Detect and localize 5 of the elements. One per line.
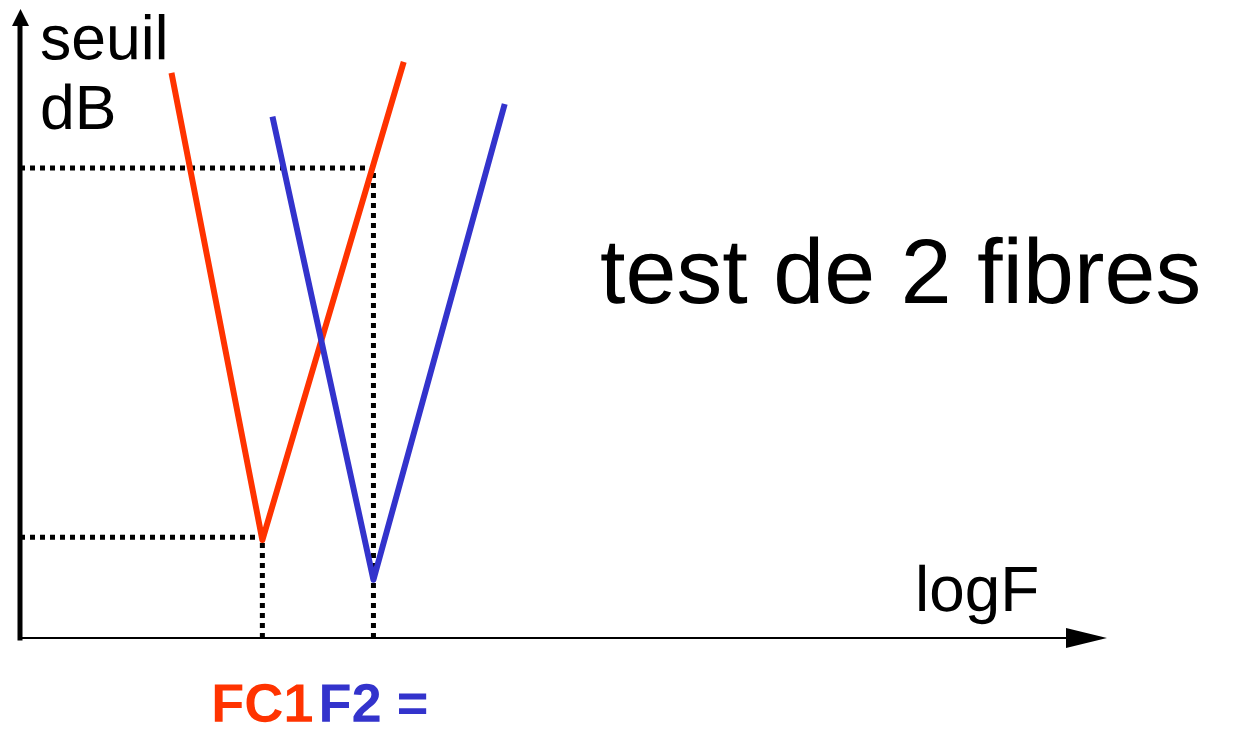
text: test de 2 fibres [601, 236, 1198, 304]
text: logF [919, 564, 1037, 625]
x-tick-label: FC1 [214, 683, 313, 723]
x-tick-label: F2 = [322, 683, 427, 722]
y-axis-title: seuil dB [41, 14, 165, 130]
